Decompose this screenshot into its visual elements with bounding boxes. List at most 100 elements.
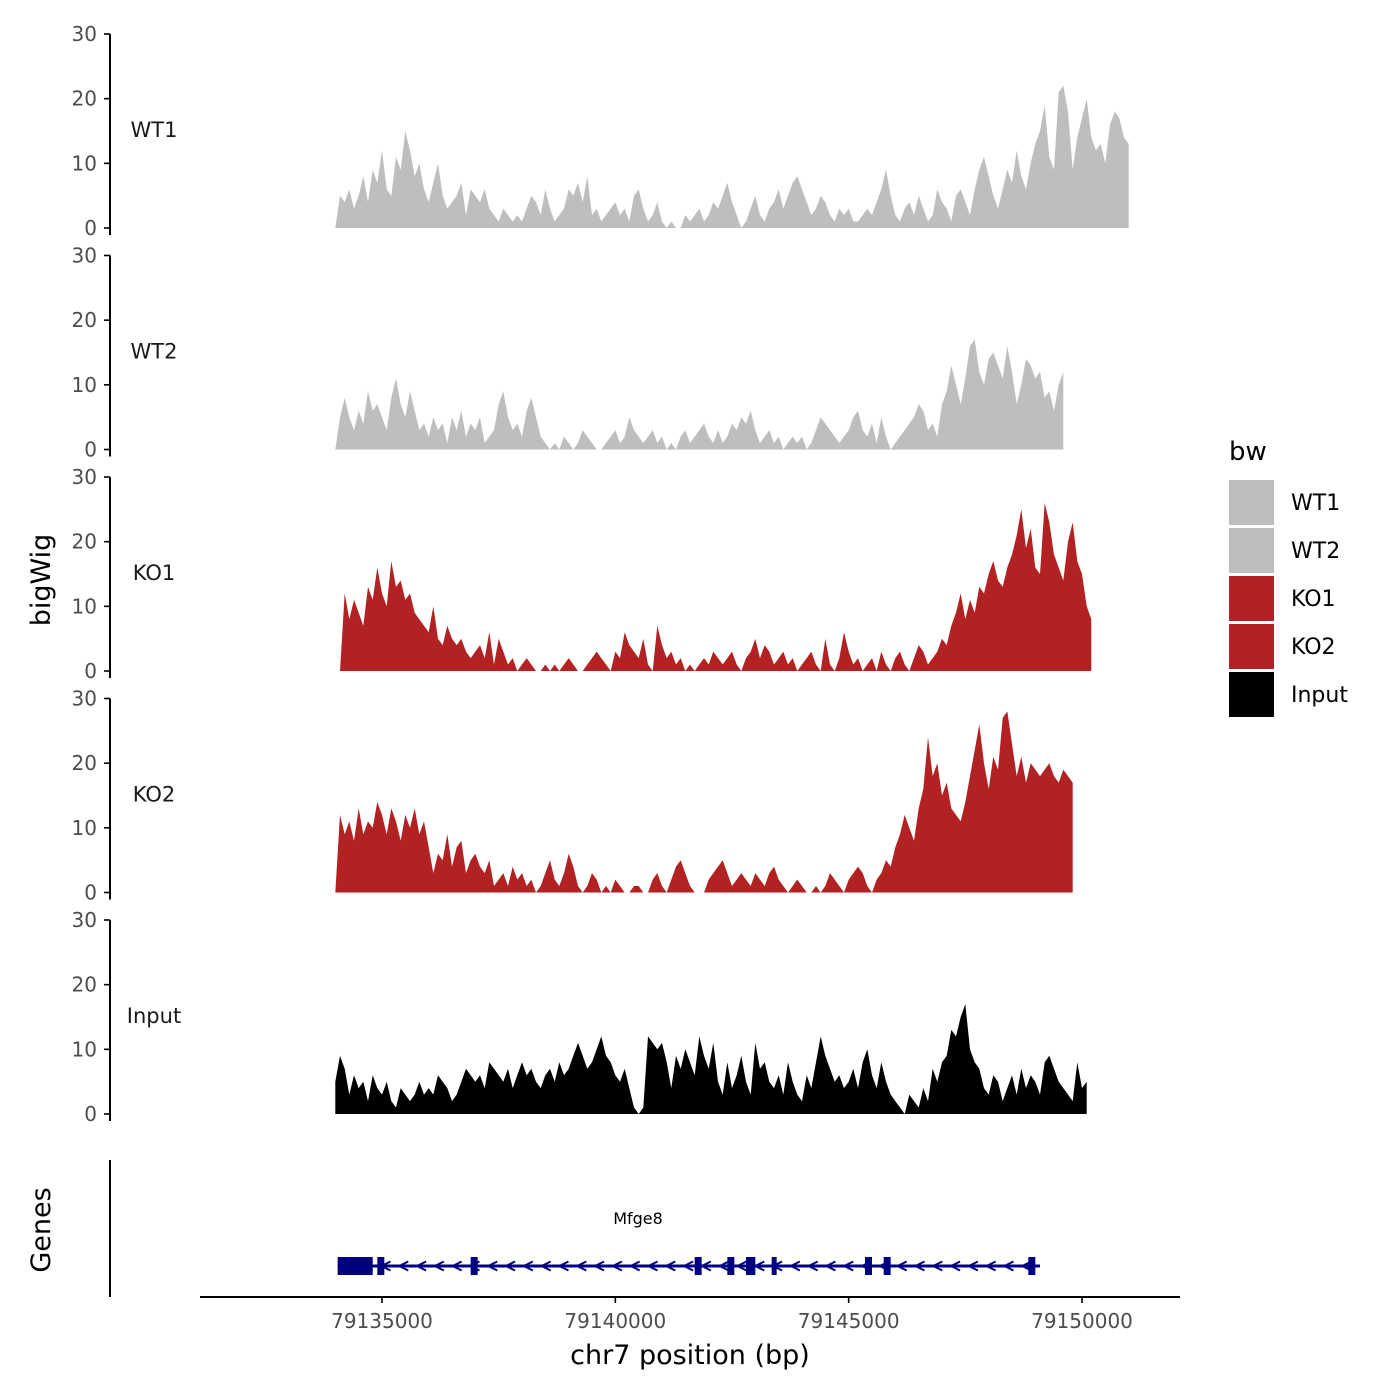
- y-tick-label: 10: [72, 151, 97, 175]
- gene-exon: [694, 1257, 702, 1275]
- genes-axis-title: Genes: [26, 1187, 57, 1272]
- y-tick-label: 10: [72, 1037, 97, 1061]
- genes-track: Mfge8: [109, 1160, 1040, 1297]
- gene-exon: [1028, 1257, 1036, 1275]
- x-tick-label: 79135000: [331, 1309, 433, 1333]
- gene-exon: [746, 1257, 756, 1275]
- coverage-area-ko2: [335, 711, 1073, 893]
- y-tick-label: 20: [72, 87, 97, 111]
- strand-arrow: [664, 1260, 676, 1272]
- gene-name-label: Mfge8: [613, 1209, 663, 1228]
- strand-arrow: [681, 1260, 694, 1272]
- legend-swatch-wt1: [1229, 480, 1274, 525]
- strand-arrow: [824, 1260, 836, 1272]
- track-label: WT1: [131, 118, 178, 142]
- legend-label-wt1: WT1: [1291, 491, 1340, 516]
- strand-arrow: [806, 1260, 819, 1272]
- gene-exon: [883, 1257, 891, 1275]
- gene-exon: [470, 1257, 478, 1275]
- strand-arrow: [646, 1260, 658, 1272]
- y-tick-label: 0: [84, 216, 97, 240]
- legend-label-wt2: WT2: [1291, 539, 1340, 564]
- y-tick-label: 10: [72, 373, 97, 397]
- track-label: WT2: [131, 339, 178, 363]
- y-tick-label: 0: [84, 881, 97, 905]
- track-wt1: 0 10 20 30 WT1: [72, 22, 1129, 240]
- strand-arrow: [966, 1260, 979, 1272]
- track-label: KO1: [133, 561, 176, 585]
- strand-arrow: [717, 1260, 730, 1272]
- y-tick-label: 30: [72, 244, 97, 268]
- legend-swatch-wt2: [1229, 528, 1274, 573]
- legend: bw WT1 WT2 KO1 KO2 Input: [1229, 437, 1348, 717]
- track-label: Input: [127, 1004, 181, 1028]
- legend-label-input: Input: [1291, 683, 1348, 708]
- y-tick-label: 20: [72, 973, 97, 997]
- legend-label-ko2: KO2: [1291, 635, 1336, 660]
- legend-swatch-ko1: [1229, 576, 1274, 621]
- y-tick-label: 30: [72, 687, 97, 711]
- coverage-area-input: [335, 1004, 1087, 1114]
- x-axis-title: chr7 position (bp): [570, 1340, 810, 1371]
- strand-arrow: [931, 1260, 943, 1272]
- y-tick-label: 0: [84, 1102, 97, 1126]
- gene-exon: [771, 1257, 777, 1275]
- strand-arrow: [735, 1260, 747, 1272]
- strand-arrow: [575, 1260, 587, 1272]
- strand-arrow: [628, 1260, 641, 1272]
- strand-arrow: [503, 1260, 516, 1272]
- track-input: 0 10 20 30 Input: [72, 908, 1087, 1126]
- strand-arrow: [432, 1260, 445, 1272]
- strand-arrow: [895, 1260, 908, 1272]
- strand-arrow: [521, 1260, 534, 1272]
- strand-arrow: [788, 1260, 801, 1272]
- legend-label-ko1: KO1: [1291, 587, 1336, 612]
- track-wt2: 0 10 20 30 WT2: [72, 244, 1064, 462]
- gene-exon: [865, 1257, 872, 1275]
- strand-arrow: [699, 1260, 712, 1272]
- strand-arrow: [948, 1260, 961, 1272]
- y-tick-label: 0: [84, 659, 97, 683]
- y-tick-label: 20: [72, 751, 97, 775]
- strand-arrow: [592, 1260, 605, 1272]
- coverage-area-wt2: [335, 339, 1064, 450]
- strand-arrow: [984, 1260, 997, 1272]
- strand-arrow: [486, 1260, 498, 1272]
- strand-arrow: [539, 1260, 552, 1272]
- x-tick-label: 79140000: [564, 1309, 666, 1333]
- legend-swatch-ko2: [1229, 624, 1274, 669]
- y-tick-label: 30: [72, 465, 97, 489]
- strand-arrow: [1002, 1260, 1014, 1272]
- strand-arrow: [1020, 1260, 1032, 1272]
- x-tick-label: 79150000: [1031, 1309, 1133, 1333]
- strand-arrow: [842, 1260, 854, 1272]
- gene-exon: [337, 1257, 373, 1275]
- coverage-area-ko1: [335, 502, 1092, 671]
- y-tick-label: 30: [72, 908, 97, 932]
- track-ko2: 0 10 20 30 KO2: [72, 687, 1073, 905]
- strand-arrow: [450, 1260, 463, 1272]
- y-tick-label: 20: [72, 308, 97, 332]
- y-tick-label: 10: [72, 594, 97, 618]
- track-label: KO2: [133, 782, 176, 806]
- y-tick-label: 0: [84, 438, 97, 462]
- strand-arrow: [557, 1260, 569, 1272]
- legend-swatch-input: [1229, 672, 1274, 717]
- bigwig-tracks: 0 10 20 30 WT1 0 10 20 30 WT2 0 10 20 30 KO1 0 10 20 30 KO2…: [72, 22, 1129, 1126]
- y-tick-label: 10: [72, 816, 97, 840]
- y-tick-label: 30: [72, 22, 97, 46]
- strand-arrow: [397, 1260, 409, 1272]
- strand-arrow: [913, 1260, 925, 1272]
- strand-arrow: [610, 1260, 623, 1272]
- gene-exon: [377, 1257, 385, 1275]
- track-ko1: 0 10 20 30 KO1: [72, 465, 1092, 683]
- x-axis: 79135000 79140000 79145000 79150000: [200, 1296, 1180, 1333]
- gene-exon: [727, 1257, 735, 1275]
- y-tick-label: 20: [72, 530, 97, 554]
- coverage-area-wt1: [335, 85, 1129, 228]
- legend-title: bw: [1229, 437, 1267, 467]
- y-axis-title: bigWig: [26, 534, 57, 627]
- x-tick-label: 79145000: [798, 1309, 900, 1333]
- strand-arrow: [414, 1260, 427, 1272]
